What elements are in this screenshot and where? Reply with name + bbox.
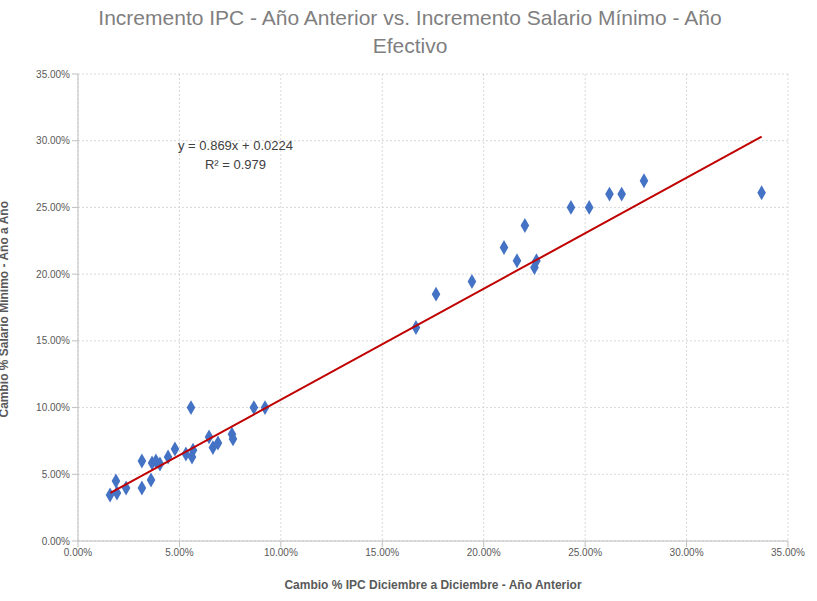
svg-text:25.00%: 25.00% — [568, 547, 602, 558]
svg-text:35.00%: 35.00% — [771, 547, 805, 558]
svg-text:Cambio % IPC Diciembre a Dicie: Cambio % IPC Diciembre a Diciembre - Año… — [284, 578, 582, 592]
svg-text:30.00%: 30.00% — [670, 547, 704, 558]
svg-text:Cambio % Salario Mínimo - Año: Cambio % Salario Mínimo - Año a Año — [8, 201, 11, 417]
html-text:Incremento IPC - Año Anterior: Incremento IPC - Año Anterior vs. Increm… — [98, 6, 722, 57]
svg-text:10.00%: 10.00% — [36, 402, 70, 413]
svg-text:10.00%: 10.00% — [264, 547, 298, 558]
svg-text:35.00%: 35.00% — [36, 69, 70, 80]
svg-text:0.00%: 0.00% — [42, 536, 70, 547]
svg-text:30.00%: 30.00% — [36, 135, 70, 146]
svg-text:5.00%: 5.00% — [165, 547, 193, 558]
svg-text:20.00%: 20.00% — [36, 269, 70, 280]
svg-text:20.00%: 20.00% — [467, 547, 501, 558]
svg-text:15.00%: 15.00% — [365, 547, 399, 558]
html-text:y = 0.869x + 0.0224: y = 0.869x + 0.0224 — [178, 138, 293, 153]
svg-text:15.00%: 15.00% — [36, 335, 70, 346]
svg-text:25.00%: 25.00% — [36, 202, 70, 213]
html-text:R² = 0.979: R² = 0.979 — [204, 157, 266, 172]
svg-text:0.00%: 0.00% — [64, 547, 92, 558]
svg-text:5.00%: 5.00% — [42, 469, 70, 480]
